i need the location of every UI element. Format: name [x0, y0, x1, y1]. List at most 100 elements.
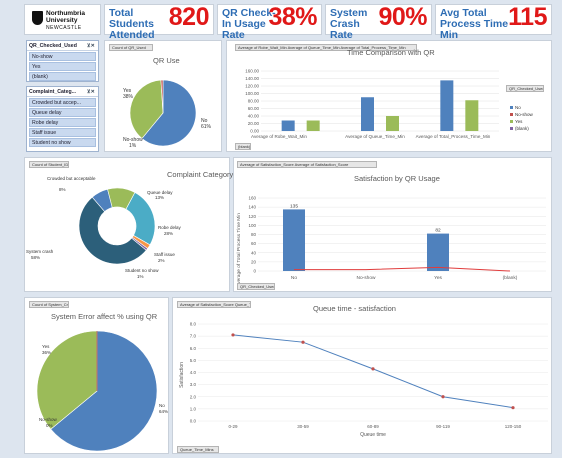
slicer-title: QR_Checked_Used: [29, 43, 77, 49]
complaint-filter-chip[interactable]: Count of Student_ID: [29, 161, 69, 168]
se-label-no: No: [159, 403, 165, 408]
sat-y-tick-6: 120: [248, 214, 256, 219]
complaint-chart-title: Complaint Category: [167, 170, 234, 179]
sat-x-label-0: No: [291, 275, 297, 281]
qr-label-no: No: [201, 118, 208, 124]
kpi-title: QR Check-In Usage Rate: [222, 7, 276, 41]
logo-panel: Northumbria University NEWCASTLE: [24, 4, 101, 35]
slicer-item-no-show[interactable]: No-show: [29, 52, 96, 61]
tc-y-tick-5: 100.00: [245, 91, 259, 96]
qr-use-filter-chip[interactable]: Count of QR_Used: [109, 44, 153, 51]
time-comparison-grid: 0.00 20.00 40.00 60.00 80.00 100.00 120.00 140.…: [245, 69, 499, 134]
qr-use-slice-0: [141, 79, 197, 147]
cc-pct-staff: 2%: [158, 258, 165, 263]
kpi-value: 38%: [268, 3, 317, 31]
time-legend-filter-chip[interactable]: QR_Checked_Used: [506, 85, 544, 92]
system-error-chart-title: System Error affect % using QR: [51, 312, 158, 321]
qt-y-tick-4: 4.0: [190, 370, 197, 375]
slicer-header: QR_Checked_Used ⊻✕: [27, 41, 98, 51]
tc-y-tick-2: 40.00: [248, 114, 260, 119]
qr-label-noshow: No-show: [123, 137, 143, 143]
qt-y-tick-0: 0.0: [190, 419, 197, 424]
slicer-item-yes[interactable]: Yes: [29, 62, 96, 71]
tc-legend-no: No: [515, 105, 521, 110]
queue-time-filter-chip[interactable]: Average of Satisfaction_Score Queue_Time: [177, 301, 251, 308]
qt-point-2: [371, 367, 375, 371]
satisfaction-grid: 0 20 40 60 80 100 120 140 160: [248, 196, 546, 274]
clear-filter-icon[interactable]: ⊻✕: [86, 43, 95, 49]
system-error-slice-1: [36, 330, 98, 430]
cc-pct-queue: 13%: [155, 195, 164, 200]
sat-x-label-2: Yes: [434, 275, 442, 281]
tc-bar-no-0: [281, 120, 295, 131]
cc-label-system-crash: System crash: [26, 249, 54, 254]
slicer-qr-checked-used[interactable]: QR_Checked_Used ⊻✕ No-show Yes (blank): [26, 40, 99, 82]
tc-y-tick-7: 140.00: [245, 76, 259, 81]
sat-x-label-3: (blank): [503, 275, 518, 281]
sat-bar-label-2: 82: [435, 228, 441, 234]
clear-filter-icon[interactable]: ⊻✕: [86, 89, 95, 95]
tc-legend-swatch-yes: [510, 120, 513, 123]
slicer-item-queue-delay[interactable]: Queue delay: [29, 108, 96, 117]
qt-y-tick-3: 3.0: [190, 382, 197, 387]
queue-x-label-3: 90-119: [436, 424, 450, 429]
slicer-item-robe-delay[interactable]: Robe delay: [29, 118, 96, 127]
satisfaction-axis-filter-chip[interactable]: QR_Checked_Used: [237, 283, 275, 290]
tc-bar-yes-2: [465, 100, 479, 131]
complaint-donut: Crowded but acceptable 8% Queue delay 13…: [26, 176, 182, 279]
queue-time-axis-filter-chip[interactable]: Queue_Time_Mins: [177, 446, 219, 453]
slicer-complaint-category[interactable]: Complaint_Categ... ⊻✕ Crowded but accep.…: [26, 86, 99, 152]
logo-line-3: NEWCASTLE: [46, 25, 82, 31]
satisfaction-bars: Average of Total Process Time Min 0 20 40 6…: [236, 196, 546, 287]
queue-x-axis-label: Queue time: [360, 432, 386, 438]
time-axis-filter-chip[interactable]: (blank): [235, 143, 251, 150]
se-label-yes: Yes: [42, 344, 50, 349]
system-error-filter-chip[interactable]: Count of System_Crash: [29, 301, 69, 308]
tc-legend-noshow: No-show: [515, 112, 534, 117]
qt-point-3: [441, 395, 445, 399]
slicer-item-crowded[interactable]: Crowded but accep...: [29, 98, 96, 107]
tc-y-tick-6: 120.00: [245, 84, 259, 89]
system-error-chart-panel: Count of System_Crash System Error affec…: [24, 297, 169, 454]
slicer-item-student-no-show[interactable]: Student no show: [29, 138, 96, 147]
system-error-pie-slices: [36, 330, 158, 452]
qr-use-pie: No 61% Yes 38% No-show 1%: [123, 79, 212, 149]
queue-x-label-1: 30-59: [297, 424, 309, 429]
tc-x-label-1: Average of Queue_Time_Min: [345, 134, 405, 139]
qr-pct-yes: 38%: [123, 94, 134, 100]
satisfaction-filter-chip[interactable]: Average of Satisfaction_Score Average of…: [237, 161, 377, 168]
qt-point-4: [511, 406, 515, 410]
sat-line-series: [294, 266, 511, 272]
tc-y-tick-3: 60.00: [248, 106, 260, 111]
logo-line-2: University: [46, 17, 78, 24]
cc-pct-robe: 28%: [164, 231, 173, 236]
tc-x-label-0: Average of Robe_Wait_Min: [251, 134, 307, 139]
time-comparison-bars: 0.00 20.00 40.00 60.00 80.00 100.00 120.00 140.…: [245, 69, 534, 140]
slicer-header: Complaint_Categ... ⊻✕: [27, 87, 98, 97]
kpi-title: System Crash Rate: [330, 7, 368, 41]
tc-x-label-2: Average of Total_Process_Time_Min: [416, 134, 491, 139]
sat-bar-label-0: 135: [290, 203, 298, 209]
slicer-item-blank[interactable]: (blank): [29, 72, 96, 81]
time-comparison-series: [281, 80, 479, 131]
logo-line-1: Northumbria: [46, 10, 85, 17]
tc-legend-blank: (blank): [515, 126, 529, 131]
qr-use-slice-1: [129, 79, 164, 139]
sat-y-tick-8: 160: [248, 196, 256, 201]
cc-pct-noshow: 1%: [137, 274, 144, 279]
cc-label-staff: Staff issue: [154, 252, 175, 257]
qr-pct-no: 61%: [201, 124, 212, 130]
qt-y-tick-7: 7.0: [190, 334, 197, 339]
time-comparison-filter-chip[interactable]: Average of Robe_Wait_Min Average of Queu…: [235, 44, 417, 51]
tc-bar-no-2: [440, 80, 454, 131]
slicer-item-staff-issue[interactable]: Staff issue: [29, 128, 96, 137]
satisfaction-series: 135 82: [283, 203, 511, 272]
qt-y-tick-2: 2.0: [190, 394, 197, 399]
qt-y-tick-6: 6.0: [190, 346, 197, 351]
tc-y-tick-4: 80.00: [248, 99, 260, 104]
sat-y-tick-7: 140: [248, 205, 256, 210]
sat-bar-2: [427, 233, 449, 271]
qr-label-yes: Yes: [123, 88, 132, 94]
kpi-value: 90%: [378, 3, 427, 31]
satisfaction-chart-title: Satisfaction by QR Usage: [354, 174, 440, 183]
